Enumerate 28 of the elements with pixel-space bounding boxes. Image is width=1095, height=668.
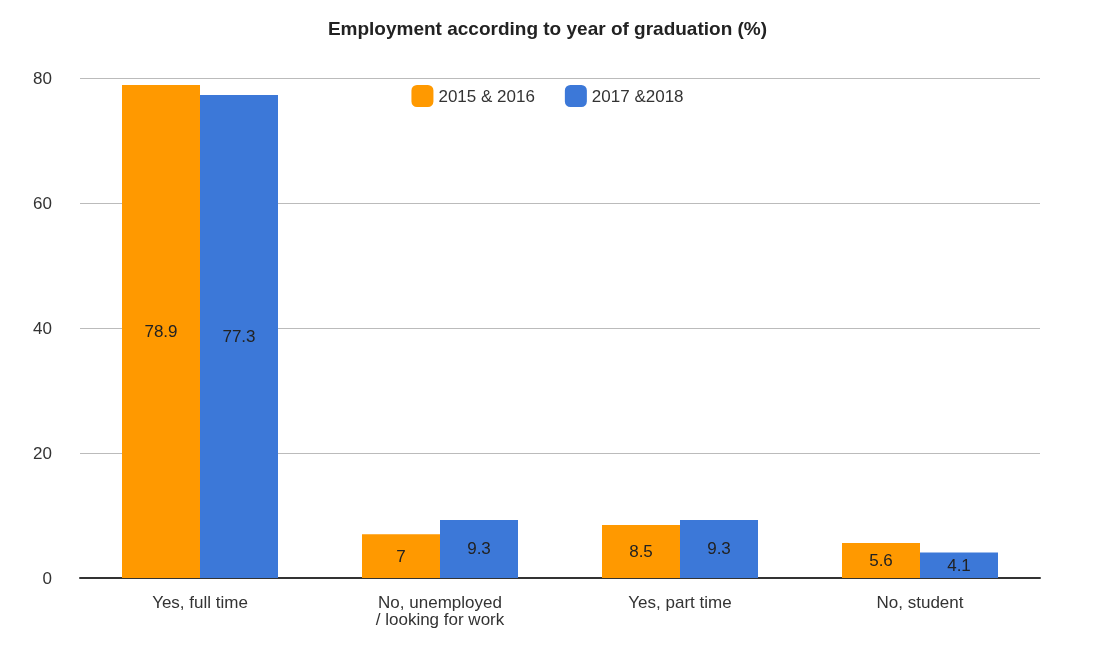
y-tick-label: 40	[33, 318, 52, 338]
x-tick-label: No, student	[876, 593, 964, 612]
data-label: 77.3	[222, 326, 256, 346]
legend-label: 2017 &2018	[591, 86, 684, 106]
bar	[440, 519, 518, 578]
bar	[680, 519, 758, 578]
legend-label: 2015 & 2016	[438, 86, 535, 106]
data-label: 8.5	[629, 541, 653, 561]
data-label: 78.9	[144, 321, 178, 341]
bar	[122, 84, 200, 578]
bar	[362, 534, 440, 578]
data-label: 7	[396, 546, 406, 566]
y-tick-label: 20	[33, 443, 52, 463]
bar	[200, 94, 278, 578]
y-tick-label: 60	[33, 193, 52, 213]
x-tick-label: Yes, full time	[152, 593, 248, 612]
x-tick-label: Yes, part time	[628, 593, 732, 612]
y-tick-label: 80	[33, 68, 52, 88]
data-label: 5.6	[869, 551, 893, 570]
x-tick-label: No, unemployed / looking for work	[375, 593, 505, 629]
bar	[920, 552, 998, 578]
data-label: 9.3	[707, 539, 731, 559]
data-label: 4.1	[947, 555, 971, 575]
data-label: 9.3	[467, 539, 491, 559]
bar	[842, 543, 920, 578]
chart-title: Employment according to year of graduation (%)	[327, 18, 768, 39]
y-tick-label: 0	[42, 568, 52, 588]
bar	[602, 524, 680, 578]
